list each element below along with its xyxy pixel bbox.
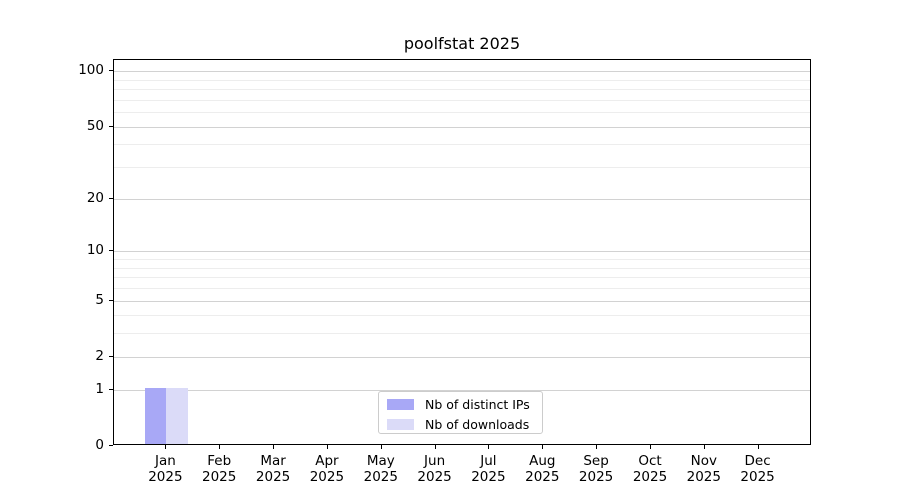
y-tick-label: 0 (95, 437, 104, 453)
y-tick-label: 50 (86, 117, 104, 134)
x-tick-label: May 2025 (363, 453, 398, 485)
minor-gridline (114, 144, 810, 146)
major-gridline (114, 251, 810, 253)
x-tick-mark (596, 445, 598, 449)
y-tick-mark (109, 125, 113, 127)
legend: Nb of distinct IPs Nb of downloads (378, 391, 543, 434)
legend-label: Nb of downloads (425, 417, 530, 432)
minor-gridline (114, 259, 810, 260)
x-tick-label: Jan 2025 (148, 453, 183, 485)
x-tick-mark (165, 445, 167, 449)
minor-gridline (114, 267, 810, 269)
y-tick-mark (109, 355, 113, 357)
major-gridline (114, 300, 810, 302)
y-tick-mark (109, 197, 113, 199)
x-tick-label: Jun 2025 (417, 453, 452, 485)
y-tick-label: 10 (86, 242, 104, 259)
x-tick-mark (757, 445, 759, 449)
minor-gridline (114, 277, 810, 279)
major-gridline (114, 389, 810, 391)
minor-gridline (114, 112, 810, 114)
y-tick-mark (109, 299, 113, 301)
y-tick-mark (109, 388, 113, 390)
minor-gridline (114, 79, 810, 81)
major-gridline (114, 198, 810, 200)
x-tick-mark (542, 445, 544, 449)
x-tick-mark (488, 445, 490, 449)
y-tick-label: 100 (78, 62, 104, 79)
y-tick-mark (109, 250, 113, 252)
x-tick-label: Dec 2025 (740, 453, 775, 485)
x-tick-mark (219, 445, 221, 449)
legend-swatch (387, 419, 414, 430)
x-tick-mark (703, 445, 705, 449)
y-tick-label: 5 (95, 291, 104, 308)
legend-item-distinct-ips: Nb of distinct IPs (387, 397, 532, 412)
minor-gridline (114, 89, 810, 91)
major-gridline (114, 356, 810, 358)
x-tick-label: Feb 2025 (202, 453, 237, 485)
minor-gridline (114, 333, 810, 335)
bar-downloads (166, 387, 188, 444)
y-tick-label: 2 (95, 347, 104, 364)
minor-gridline (114, 167, 810, 169)
x-tick-label: Sep 2025 (578, 453, 614, 485)
major-gridline (114, 126, 810, 128)
major-gridline (114, 71, 810, 73)
x-tick-mark (273, 445, 275, 449)
x-tick-label: Aug 2025 (525, 453, 560, 485)
x-tick-mark (326, 445, 328, 449)
y-tick-label: 20 (86, 189, 104, 206)
bar-distinct-ips (144, 387, 167, 444)
x-tick-label: Oct 2025 (632, 453, 668, 485)
x-tick-label: Nov 2025 (686, 453, 721, 485)
legend-item-downloads: Nb of downloads (387, 417, 532, 432)
legend-label: Nb of distinct IPs (425, 397, 530, 412)
minor-gridline (114, 315, 810, 317)
x-tick-mark (650, 445, 651, 449)
minor-gridline (114, 288, 810, 289)
minor-gridline (114, 99, 810, 101)
chart-title: poolfstat 2025 (403, 34, 521, 53)
x-tick-label: Apr 2025 (309, 453, 345, 485)
y-tick-label: 1 (95, 380, 104, 397)
x-tick-label: Jul 2025 (471, 453, 506, 485)
y-tick-mark (109, 70, 113, 72)
legend-swatch (387, 399, 414, 410)
x-tick-mark (380, 445, 382, 449)
x-tick-mark (434, 445, 436, 449)
plot-area (113, 59, 811, 445)
x-tick-label: Mar 2025 (255, 453, 291, 485)
y-tick-mark (109, 445, 113, 446)
